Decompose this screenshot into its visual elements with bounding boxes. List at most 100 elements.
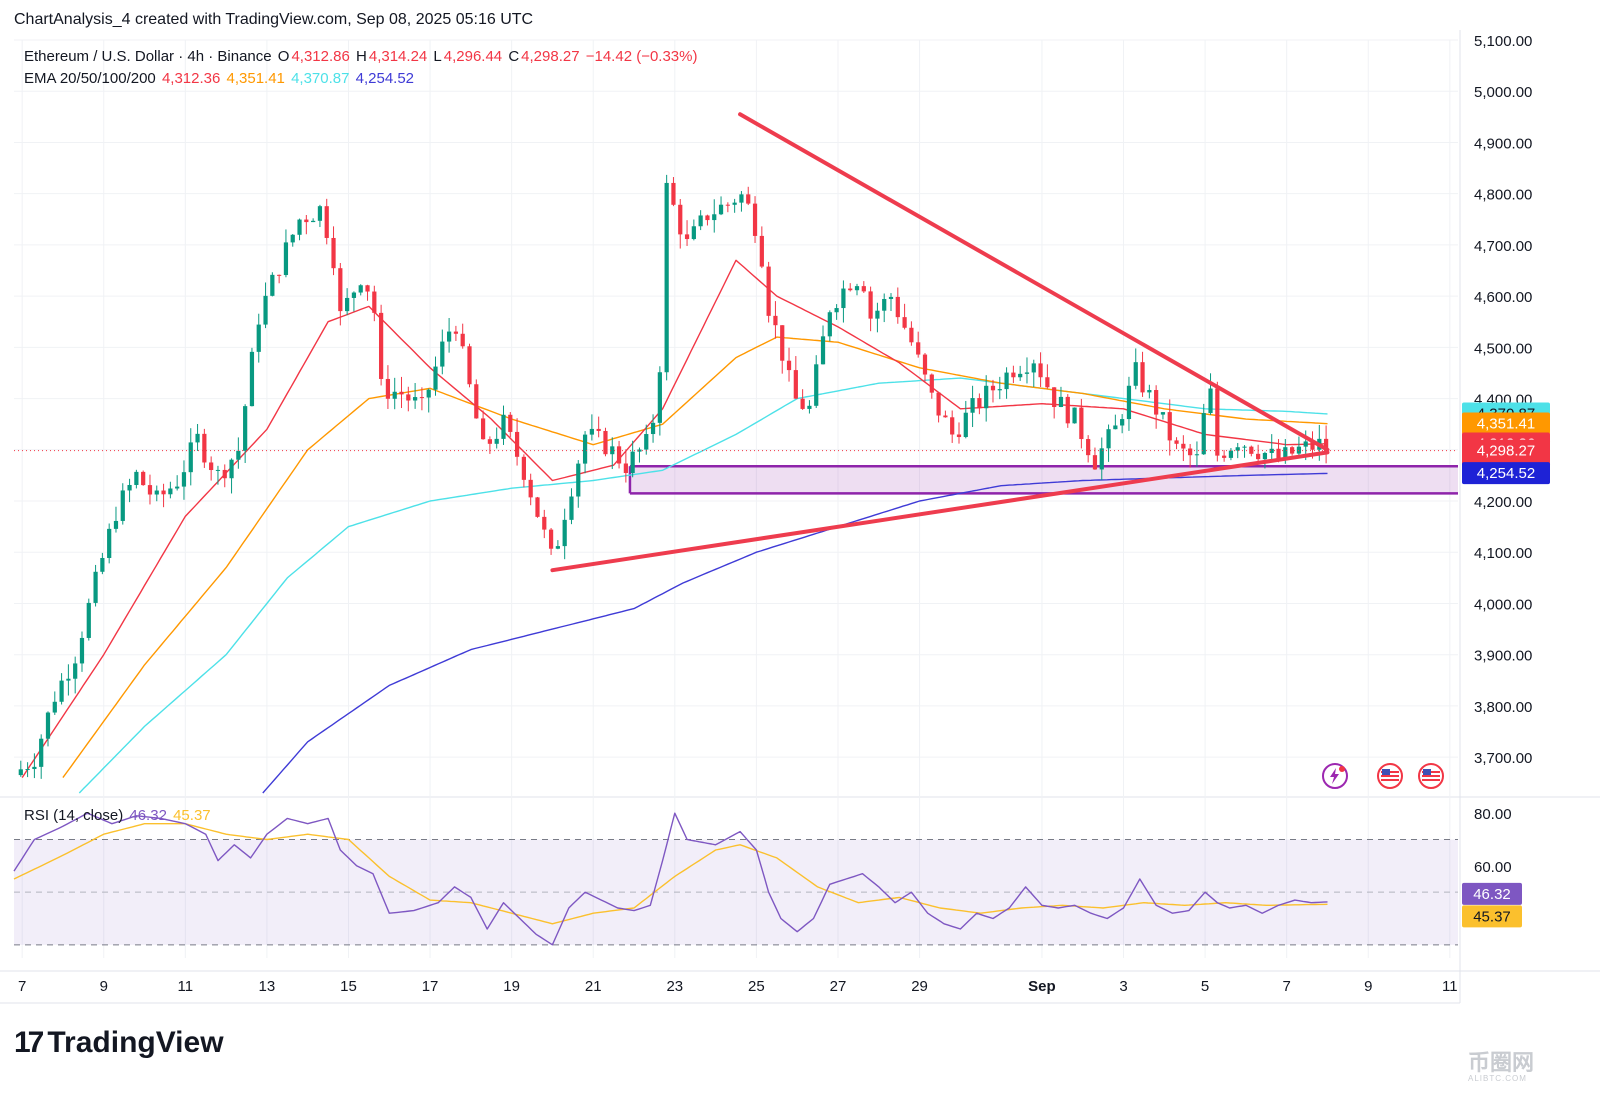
candle-body (732, 202, 737, 205)
low-value: 4,296.44 (443, 48, 503, 65)
candle-body (1031, 363, 1036, 373)
y-tick-label: 3,900.00 (1474, 648, 1532, 665)
ema-label[interactable]: EMA 20/50/100/200 (24, 70, 156, 87)
candle-body (290, 234, 295, 243)
candle-body (1106, 429, 1111, 449)
tradingview-logo-mark: 17 (14, 1026, 44, 1059)
candle-body (1065, 396, 1070, 424)
us-flag-icon[interactable] (1417, 762, 1445, 790)
candle-body (440, 341, 445, 367)
us-flag-glyph (1377, 763, 1403, 789)
candle-body (861, 286, 866, 292)
ema100-line (78, 377, 1328, 794)
candle-body (188, 442, 193, 473)
y-tick-label: 5,000.00 (1474, 84, 1532, 101)
candle-body (351, 292, 357, 298)
candle-body (528, 479, 533, 498)
candle-body (256, 324, 261, 352)
candle-body (1249, 446, 1254, 454)
candle-body (270, 274, 275, 296)
rsi-tick-label: 80.00 (1474, 806, 1512, 823)
candle-body (358, 285, 363, 293)
candle-body (610, 446, 615, 455)
rsi-line (13, 812, 1328, 946)
high-value: 4,314.24 (368, 48, 428, 65)
candle-body (712, 214, 717, 221)
candle-body (66, 678, 71, 681)
candle-body (698, 215, 703, 227)
lightning-icon[interactable] (1321, 762, 1349, 790)
candle-body (467, 346, 472, 385)
open-value: 4,312.86 (291, 48, 350, 65)
y-tick-label: 3,800.00 (1474, 699, 1532, 716)
candle-body (480, 418, 486, 440)
y-tick-label: 4,900.00 (1474, 135, 1532, 152)
ema100-value: 4,370.87 (291, 70, 350, 87)
candle-body (317, 206, 323, 221)
candle-body (820, 336, 826, 365)
tradingview-logo[interactable]: 17 TradingView (14, 1026, 224, 1060)
candle-body (127, 484, 132, 491)
candle-body (1038, 363, 1043, 378)
candle-body (644, 434, 649, 450)
x-tick-label: 9 (1364, 978, 1372, 995)
candle-body (766, 266, 771, 316)
open-label: O (277, 48, 290, 65)
candle-body (419, 397, 425, 399)
candle-body (650, 422, 656, 435)
candle-body (1188, 448, 1193, 456)
candle-body (514, 431, 520, 457)
candle-body (100, 557, 105, 572)
x-tick-label: 25 (748, 978, 765, 995)
x-tick-label: 19 (503, 978, 520, 995)
candle-body (977, 398, 982, 409)
candle-body (1079, 407, 1084, 440)
us-flag-icon[interactable] (1376, 762, 1404, 790)
candle-body (1167, 412, 1172, 441)
candle-body (331, 237, 336, 269)
candle-body (141, 471, 146, 486)
chart-header: ChartAnalysis_4 created with TradingView… (14, 11, 534, 28)
candle-body (372, 291, 377, 313)
price-badge (1462, 412, 1550, 435)
candle-body (1303, 441, 1308, 447)
candle-body (725, 204, 730, 206)
y-tick-label: 4,700.00 (1474, 238, 1532, 255)
candle-body (385, 378, 391, 399)
candle-body (678, 204, 683, 235)
candle-body (86, 602, 91, 638)
rsi-label[interactable]: RSI (14, close) (24, 807, 124, 824)
candle-body (691, 226, 696, 240)
candle-body (1052, 387, 1057, 408)
candle-body (311, 220, 316, 223)
x-tick-label: 11 (178, 978, 194, 995)
candle-body (1160, 412, 1166, 415)
candle-body (576, 463, 581, 497)
candle-body (888, 296, 894, 299)
candle-body (1120, 419, 1125, 426)
candle-body (453, 331, 459, 334)
candle-body (243, 406, 248, 451)
x-tick-label: 21 (585, 978, 602, 995)
candle-body (909, 327, 914, 343)
price-badge (1462, 462, 1550, 485)
x-tick-label: Sep (1028, 978, 1056, 995)
candle-body (1276, 448, 1281, 461)
x-tick-label: 7 (18, 978, 26, 995)
candle-body (759, 235, 764, 267)
candle-body (929, 374, 934, 393)
symbol-label[interactable]: Ethereum / U.S. Dollar · 4h · Binance (24, 48, 272, 65)
candle-body (222, 469, 227, 479)
candle-body (895, 296, 900, 318)
candle-body (1215, 388, 1220, 456)
candle-body (582, 434, 588, 464)
candle-body (79, 637, 85, 664)
candle-body (52, 701, 57, 713)
high-label: H (356, 48, 367, 65)
candle-body (1290, 447, 1295, 454)
y-tick-label: 4,600.00 (1474, 289, 1532, 306)
candle-body (399, 391, 404, 395)
candle-body (1222, 455, 1227, 458)
rsi-ma-line (13, 823, 1328, 925)
